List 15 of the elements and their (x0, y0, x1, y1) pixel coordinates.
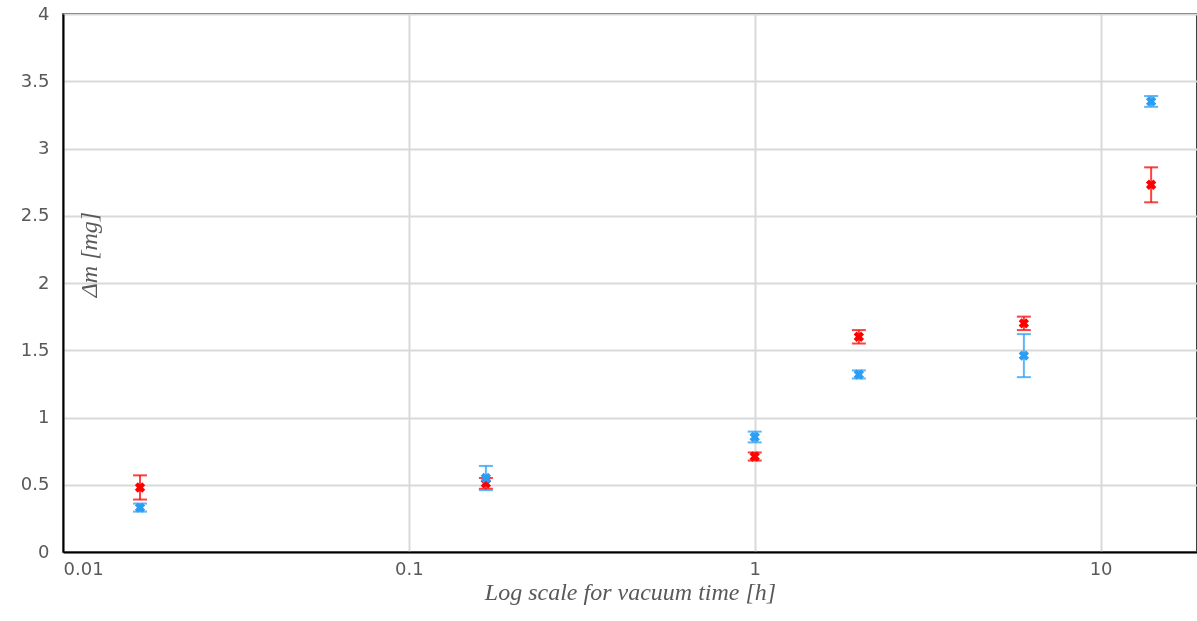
y-tick-label: 1 (38, 406, 50, 427)
x-tick-label: 0.01 (63, 557, 104, 579)
y-tick-label: 0.5 (20, 473, 50, 495)
y-tick-label: 4 (38, 2, 50, 24)
y-tick-label: 3 (38, 137, 50, 158)
y-tick-label: 1.5 (20, 338, 50, 360)
x-tick-label: 0.1 (395, 557, 424, 579)
y-tick-label: 2.5 (20, 204, 50, 226)
x-tick-label: 10 (1089, 557, 1113, 579)
y-tick-label: 2 (38, 271, 50, 293)
y-tick-label: 0 (38, 540, 50, 562)
x-axis-title: Log scale for vacuum time [h] (483, 578, 777, 605)
y-axis-title: Δm [mg] (75, 211, 102, 299)
y-tick-label: 3.5 (20, 69, 50, 91)
x-tick-label: 1 (749, 557, 761, 579)
